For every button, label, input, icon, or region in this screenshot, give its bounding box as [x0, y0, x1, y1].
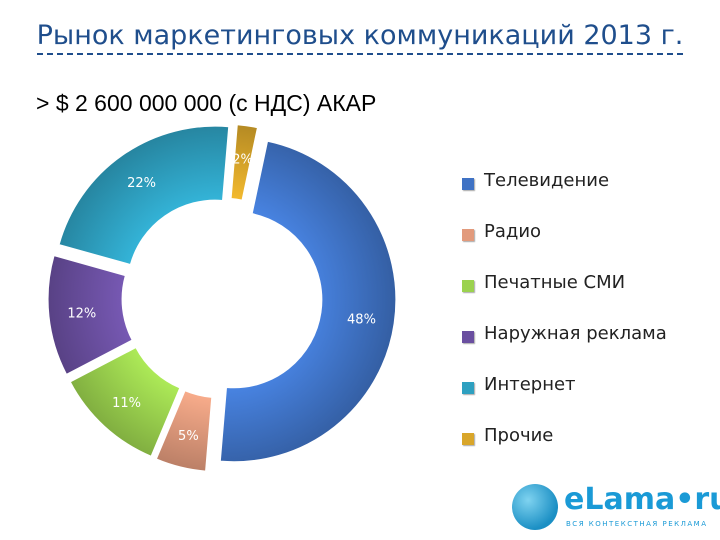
- legend-swatch-other: [462, 433, 474, 445]
- data-label-outdoor: 12%: [67, 307, 96, 322]
- legend-label-outdoor: Наружная реклама: [484, 323, 667, 344]
- chart-slices: [47, 124, 397, 472]
- slice-internet: [58, 125, 230, 266]
- slice-television: [219, 140, 397, 463]
- market-size-subtitle: > $ 2 600 000 000 (с НДС) АКАР: [36, 90, 377, 116]
- logo-icon: [512, 484, 558, 530]
- data-label-internet: 22%: [127, 176, 156, 191]
- slice-outdoor: [47, 255, 133, 375]
- legend-label-radio: Радио: [484, 221, 542, 242]
- slice-other: [230, 124, 259, 201]
- legend-swatch-print-media: [462, 280, 474, 292]
- data-label-radio: 5%: [178, 429, 199, 444]
- page-title: Рынок маркетинговых коммуникаций 2013 г.: [0, 20, 720, 55]
- legend-swatch-internet: [462, 382, 474, 394]
- data-label-print-media: 11%: [112, 396, 141, 411]
- data-label-other: 2%: [232, 153, 253, 168]
- chart-data-labels: 48% 5% 11% 12% 22% 2%: [67, 153, 376, 444]
- legend-label-print-media: Печатные СМИ: [484, 272, 626, 293]
- logo-tagline: ВСЯ КОНТЕКСТНАЯ РЕКЛАМА: [566, 520, 708, 528]
- slice-radio: [155, 390, 213, 472]
- data-label-television: 48%: [347, 313, 376, 328]
- legend-swatch-radio: [462, 229, 474, 241]
- legend-swatch-television: [462, 178, 474, 190]
- elama-logo: eLama•ru ВСЯ КОНТЕКСТНАЯ РЕКЛАМА: [510, 480, 720, 536]
- slice-print-media: [69, 346, 181, 457]
- legend-swatch-outdoor: [462, 331, 474, 343]
- legend-label-internet: Интернет: [484, 374, 576, 395]
- logo-wordmark: eLama•ru: [564, 482, 720, 517]
- legend-label-other: Прочие: [484, 425, 554, 446]
- legend-label-television: Телевидение: [484, 170, 610, 191]
